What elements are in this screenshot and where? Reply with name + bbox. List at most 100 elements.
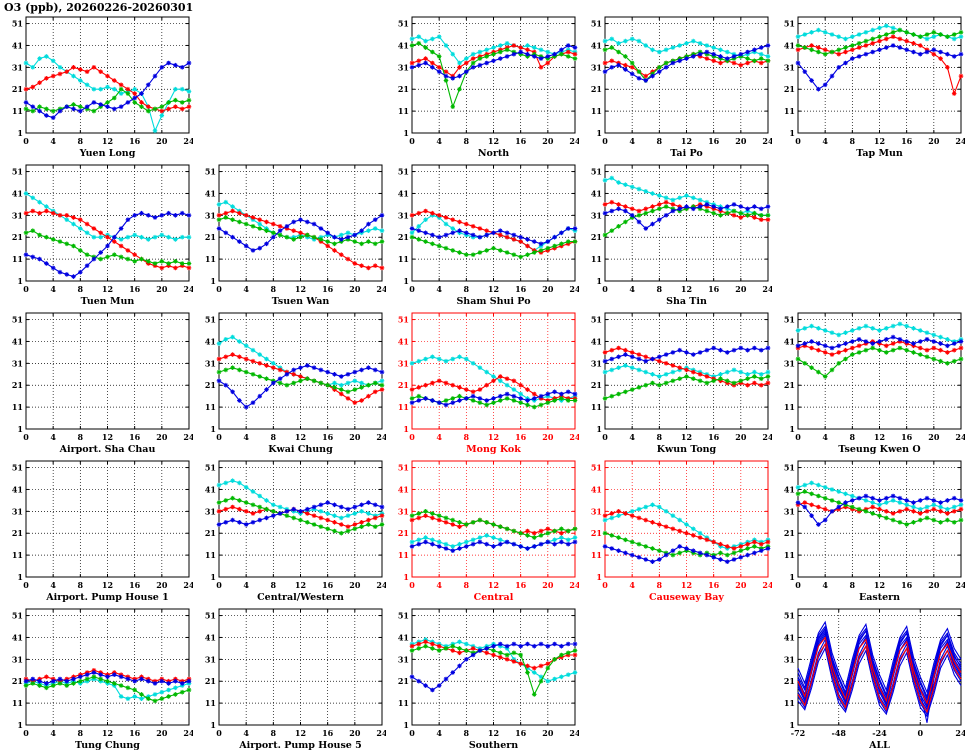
svg-text:16: 16 bbox=[322, 432, 334, 442]
svg-text:11: 11 bbox=[205, 698, 216, 708]
svg-text:16: 16 bbox=[322, 284, 334, 294]
gridlines bbox=[412, 165, 575, 281]
svg-text:8: 8 bbox=[78, 284, 84, 294]
svg-text:4: 4 bbox=[50, 136, 56, 146]
svg-text:11: 11 bbox=[784, 106, 795, 116]
chart-tseung-kwen-o: 1 11 21 31 41 51 0 4 8 12 16 20 24 Tseung Kwen O bbox=[772, 308, 965, 456]
svg-text:21: 21 bbox=[591, 528, 602, 538]
svg-text:12: 12 bbox=[102, 136, 113, 146]
svg-text:4: 4 bbox=[50, 580, 56, 590]
svg-text:1: 1 bbox=[403, 276, 409, 286]
svg-text:0: 0 bbox=[23, 432, 29, 442]
svg-text:16: 16 bbox=[129, 136, 141, 146]
svg-text:11: 11 bbox=[12, 106, 23, 116]
svg-text:24: 24 bbox=[762, 432, 772, 442]
gridlines bbox=[412, 609, 575, 725]
svg-text:0: 0 bbox=[602, 580, 608, 590]
svg-text:11: 11 bbox=[398, 106, 409, 116]
svg-text:41: 41 bbox=[591, 188, 602, 198]
gridlines bbox=[412, 313, 575, 429]
svg-text:12: 12 bbox=[488, 284, 499, 294]
chart-sha-tin: 1 11 21 31 41 51 0 4 8 12 16 20 24 Sha Tin bbox=[579, 160, 774, 308]
svg-text:31: 31 bbox=[784, 62, 795, 72]
station-label: Kwun Tong bbox=[657, 444, 717, 455]
svg-text:16: 16 bbox=[901, 136, 913, 146]
svg-text:51: 51 bbox=[398, 611, 409, 621]
svg-text:8: 8 bbox=[78, 728, 84, 738]
svg-text:21: 21 bbox=[784, 380, 795, 390]
svg-text:8: 8 bbox=[464, 136, 470, 146]
svg-text:31: 31 bbox=[398, 62, 409, 72]
chart-kwai-chung: 1 11 21 31 41 51 0 4 8 12 16 20 24 Kwai Chung bbox=[193, 308, 388, 456]
chart-southern: 1 11 21 31 41 51 0 4 8 12 16 20 24 Southern bbox=[386, 604, 581, 752]
series-line-blue bbox=[797, 646, 962, 718]
svg-text:24: 24 bbox=[569, 728, 579, 738]
svg-text:31: 31 bbox=[784, 358, 795, 368]
svg-text:41: 41 bbox=[784, 336, 795, 346]
svg-text:8: 8 bbox=[271, 284, 277, 294]
svg-text:21: 21 bbox=[591, 232, 602, 242]
chart-airport-pump-house-1: 1 11 21 31 41 51 0 4 8 12 16 20 24 Airport. Pump Hous… bbox=[0, 456, 195, 604]
svg-text:24: 24 bbox=[376, 432, 386, 442]
svg-text:20: 20 bbox=[735, 136, 747, 146]
gridlines bbox=[605, 461, 768, 577]
svg-text:51: 51 bbox=[398, 315, 409, 325]
svg-text:8: 8 bbox=[657, 136, 663, 146]
svg-text:51: 51 bbox=[591, 315, 602, 325]
svg-text:4: 4 bbox=[629, 432, 635, 442]
series-markers-green bbox=[23, 674, 192, 704]
station-label: Southern bbox=[469, 740, 518, 751]
svg-text:8: 8 bbox=[78, 580, 84, 590]
svg-text:11: 11 bbox=[398, 698, 409, 708]
svg-text:-48: -48 bbox=[832, 728, 847, 738]
svg-text:21: 21 bbox=[205, 380, 216, 390]
svg-text:41: 41 bbox=[398, 336, 409, 346]
svg-text:4: 4 bbox=[822, 136, 828, 146]
svg-text:0: 0 bbox=[795, 432, 801, 442]
svg-text:12: 12 bbox=[488, 432, 499, 442]
svg-text:16: 16 bbox=[515, 580, 527, 590]
svg-text:8: 8 bbox=[657, 432, 663, 442]
svg-text:8: 8 bbox=[657, 284, 663, 294]
series-markers-cyan bbox=[795, 480, 964, 512]
series-line-blue bbox=[797, 620, 962, 694]
svg-text:11: 11 bbox=[205, 402, 216, 412]
svg-text:41: 41 bbox=[398, 188, 409, 198]
series-line-blue bbox=[797, 625, 962, 699]
gridlines bbox=[412, 17, 575, 133]
svg-text:31: 31 bbox=[12, 358, 23, 368]
axes bbox=[218, 608, 383, 726]
chart-tung-chung: 1 11 21 31 41 51 0 4 8 12 16 20 24 Tung Chung bbox=[0, 604, 195, 752]
svg-text:12: 12 bbox=[102, 728, 113, 738]
svg-text:20: 20 bbox=[156, 284, 168, 294]
series-markers-blue bbox=[216, 363, 385, 410]
station-label: Tap Mun bbox=[856, 148, 903, 159]
svg-text:1: 1 bbox=[17, 720, 23, 730]
svg-text:1: 1 bbox=[17, 424, 23, 434]
svg-text:4: 4 bbox=[436, 284, 442, 294]
svg-text:11: 11 bbox=[398, 402, 409, 412]
station-label: North bbox=[478, 148, 509, 159]
svg-text:11: 11 bbox=[591, 402, 602, 412]
svg-text:51: 51 bbox=[398, 19, 409, 29]
svg-text:1: 1 bbox=[403, 128, 409, 138]
series-markers-green bbox=[795, 489, 964, 527]
series-line-blue bbox=[797, 633, 962, 723]
svg-text:12: 12 bbox=[874, 136, 885, 146]
svg-text:51: 51 bbox=[784, 611, 795, 621]
